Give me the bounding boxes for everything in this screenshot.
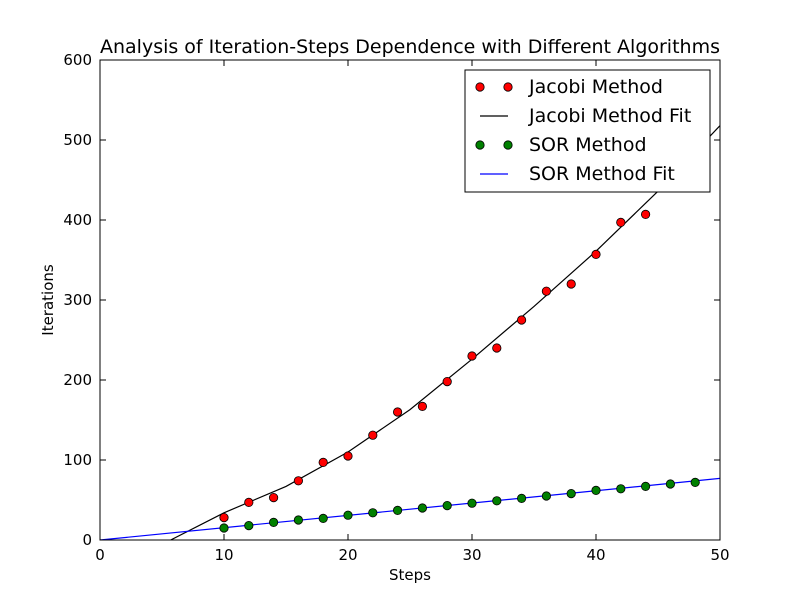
series-0-point-11 — [492, 343, 502, 353]
legend-label-3: SOR Method Fit — [529, 163, 675, 185]
series-2-point-8 — [417, 503, 427, 513]
y-tick-label-4: 400 — [63, 211, 92, 229]
y-tick-label-0: 0 — [82, 531, 92, 549]
series-2-point-9 — [442, 500, 452, 511]
series-2-point-11 — [492, 496, 502, 506]
y-axis-label: Iterations — [39, 264, 57, 336]
series-2-point-16 — [616, 484, 626, 494]
series-2-point-3 — [293, 515, 303, 525]
series-0-point-13 — [541, 286, 552, 296]
series-2-point-18 — [665, 479, 676, 489]
y-tick-label-2: 200 — [63, 371, 92, 389]
series-0-point-14 — [566, 279, 576, 289]
series-2-point-4 — [318, 513, 328, 524]
series-2-point-14 — [566, 488, 576, 499]
series-0-point-2 — [268, 492, 279, 503]
series-0-point-10 — [467, 351, 477, 361]
series-0-point-7 — [392, 407, 403, 417]
series-2-point-1 — [244, 520, 254, 531]
series-2-point-13 — [541, 491, 552, 501]
series-2-point-19 — [690, 477, 700, 487]
x-tick-label-1: 10 — [214, 546, 233, 564]
y-tick-label-1: 100 — [63, 451, 92, 469]
series-2-point-6 — [368, 508, 378, 518]
y-tick-label-3: 300 — [63, 291, 92, 309]
series-0-point-3 — [293, 476, 303, 486]
chart-title: Analysis of Iteration-Steps Dependence w… — [100, 36, 720, 58]
series-0-point-9 — [442, 376, 452, 387]
x-tick-label-0: 0 — [95, 546, 105, 564]
legend-marker-2-a — [475, 140, 485, 150]
series-2-point-7 — [392, 505, 403, 515]
series-2-point-0 — [219, 523, 229, 533]
series-0-point-4 — [318, 457, 328, 467]
series-0-point-1 — [244, 497, 254, 507]
legend-marker-0-a — [475, 82, 485, 92]
series-layer — [100, 125, 720, 540]
x-tick-label-3: 30 — [462, 546, 481, 564]
series-2-point-12 — [516, 493, 527, 503]
legend: Jacobi Method Jacobi Method Fit SOR Method… — [464, 69, 711, 193]
y-tick-label-5: 500 — [63, 131, 92, 149]
series-0-point-0 — [219, 512, 229, 523]
series-0-point-15 — [591, 249, 601, 259]
series-2-point-10 — [467, 498, 477, 508]
x-tick-label-2: 20 — [338, 546, 357, 564]
series-0-point-6 — [368, 430, 378, 440]
x-tick-label-5: 50 — [710, 546, 729, 564]
series-line-1 — [170, 125, 720, 540]
x-tick-label-4: 40 — [586, 546, 605, 564]
legend-marker-0-b — [503, 82, 513, 92]
series-2-point-2 — [268, 517, 279, 528]
x-axis-label: Steps — [389, 566, 431, 584]
legend-label-1: Jacobi Method Fit — [528, 105, 691, 127]
series-2-point-17 — [640, 481, 651, 491]
series-0-point-12 — [516, 315, 527, 325]
series-0-point-5 — [343, 451, 353, 461]
series-2-point-15 — [591, 485, 601, 495]
series-0-point-8 — [417, 401, 427, 411]
legend-label-0: Jacobi Method — [528, 76, 663, 98]
legend-marker-2-b — [503, 140, 513, 150]
legend-label-2: SOR Method — [529, 134, 647, 156]
y-tick-label-6: 600 — [63, 51, 92, 69]
series-0-point-16 — [616, 217, 626, 227]
series-0-point-17 — [640, 209, 651, 219]
series-2-point-5 — [343, 510, 353, 520]
